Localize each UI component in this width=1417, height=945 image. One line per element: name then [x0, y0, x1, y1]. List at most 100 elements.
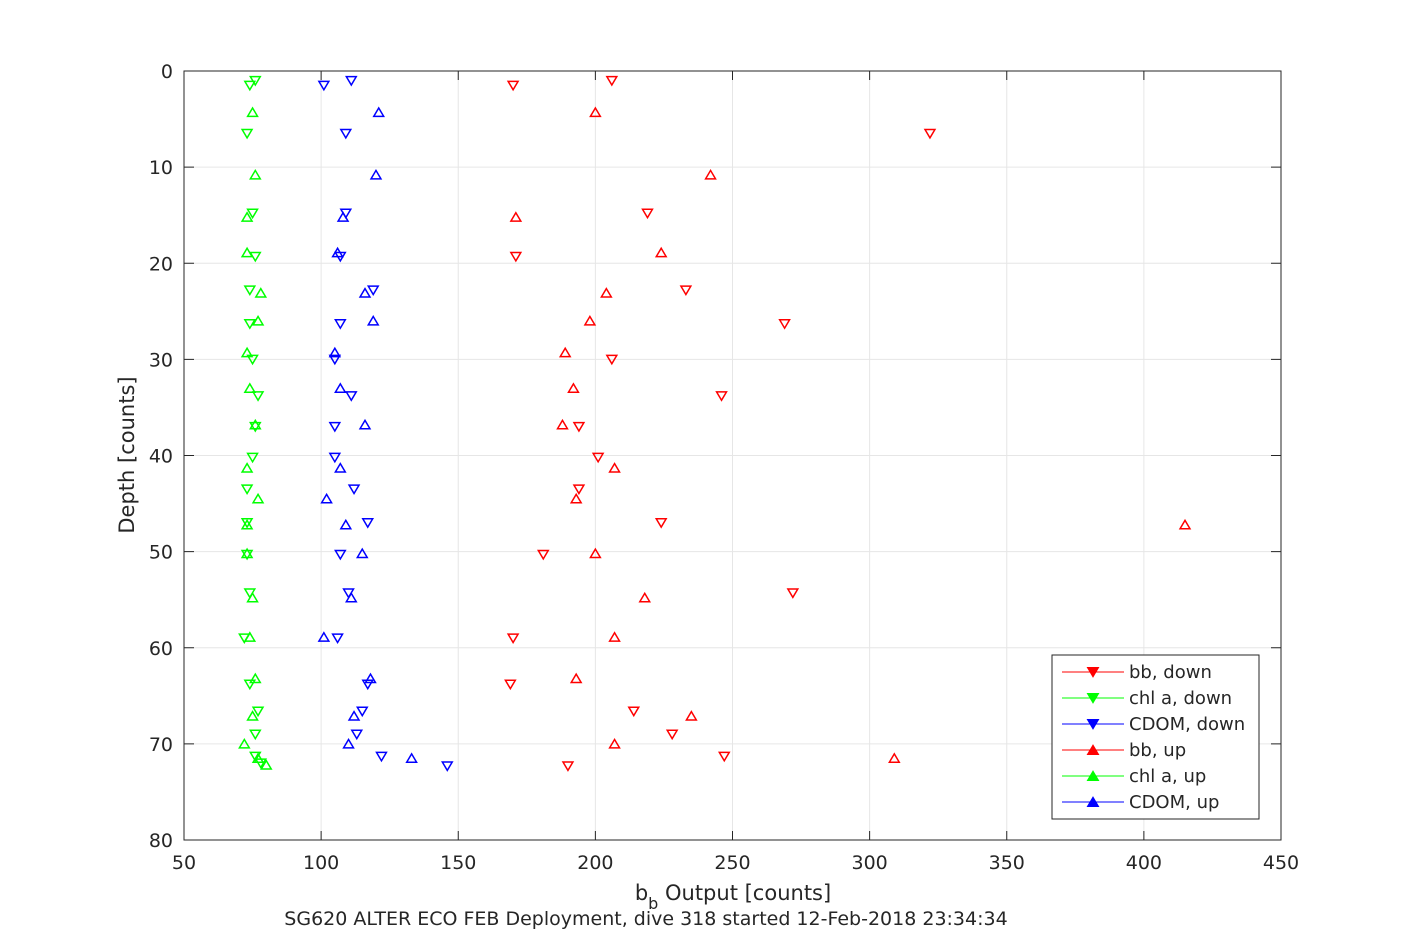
- data-point: [685, 710, 698, 721]
- data-point: [320, 492, 333, 504]
- data-point: [339, 518, 353, 530]
- data-point: [339, 128, 353, 140]
- data-point: [331, 633, 344, 645]
- data-point: [506, 633, 520, 645]
- data-point: [361, 518, 375, 529]
- data-point: [641, 208, 654, 220]
- data-point: [243, 285, 257, 297]
- data-point: [786, 588, 800, 599]
- legend-item: CDOM, down: [1062, 714, 1245, 735]
- data-point: [238, 737, 251, 749]
- data-point: [334, 549, 347, 561]
- data-point: [361, 679, 375, 691]
- y-tick-label: 20: [149, 253, 173, 275]
- data-point: [665, 729, 679, 741]
- data-point: [583, 315, 597, 326]
- series-2: [317, 75, 454, 772]
- data-point: [600, 287, 613, 298]
- x-tick-label: 50: [172, 852, 196, 874]
- data-point: [509, 211, 523, 222]
- data-point: [240, 246, 254, 258]
- data-point: [355, 706, 369, 718]
- data-point: [605, 354, 619, 366]
- data-point: [243, 319, 257, 330]
- legend-item: bb, down: [1062, 662, 1212, 683]
- data-point: [608, 462, 621, 473]
- data-point: [249, 672, 262, 684]
- ticks: 50 100 150 200 250 300 350 400 450 0 10 20 30 40 50 60 7…: [149, 61, 1299, 874]
- data-point: [243, 80, 257, 92]
- data-point: [627, 706, 641, 718]
- data-point: [251, 315, 265, 326]
- data-point: [254, 287, 268, 298]
- data-point: [240, 211, 254, 222]
- data-point: [334, 319, 347, 330]
- data-point: [249, 751, 262, 763]
- series-5: [317, 106, 418, 764]
- data-point: [336, 211, 350, 222]
- data-point: [358, 287, 372, 298]
- data-point: [605, 75, 619, 87]
- data-point: [331, 246, 344, 258]
- data-point: [345, 75, 358, 87]
- legend-label: CDOM, up: [1129, 792, 1219, 813]
- legend-item: chl a, down: [1062, 688, 1232, 709]
- x-tick-label: 450: [1263, 852, 1299, 874]
- data-point: [342, 737, 355, 749]
- y-tick-label: 10: [149, 157, 173, 179]
- data-point: [704, 168, 717, 180]
- data-point: [717, 751, 731, 763]
- data-point: [251, 706, 265, 718]
- data-point: [366, 285, 380, 297]
- data-point: [536, 549, 550, 561]
- data-point: [654, 518, 668, 529]
- data-point: [572, 421, 586, 433]
- x-tick-label: 200: [577, 852, 613, 874]
- x-tick-label: 150: [440, 852, 476, 874]
- data-point: [328, 421, 342, 433]
- data-point: [572, 484, 586, 496]
- data-point: [249, 168, 262, 180]
- y-tick-label: 30: [149, 349, 173, 371]
- data-point: [504, 679, 517, 691]
- x-axis-label-subscript: b: [648, 894, 658, 913]
- data-point: [328, 354, 342, 366]
- data-point: [240, 484, 254, 496]
- data-point: [240, 547, 254, 559]
- data-point: [243, 679, 257, 691]
- y-axis-label: Depth [counts]: [115, 376, 139, 533]
- data-point: [251, 492, 265, 504]
- data-point: [251, 752, 265, 764]
- data-point: [778, 319, 791, 330]
- legend-marker: [1086, 719, 1100, 730]
- y-tick-label: 50: [149, 542, 173, 564]
- data-point: [240, 462, 254, 473]
- data-point: [240, 128, 254, 140]
- data-point: [1178, 518, 1192, 530]
- data-point: [347, 484, 361, 496]
- data-point: [243, 631, 257, 642]
- data-point: [246, 208, 259, 220]
- series-4: [238, 106, 273, 770]
- data-point: [567, 382, 580, 393]
- y-tick-label: 80: [149, 830, 173, 852]
- data-point: [249, 418, 262, 430]
- data-point: [561, 761, 575, 772]
- data-point: [608, 631, 621, 642]
- data-point: [364, 672, 377, 684]
- data-point: [251, 391, 265, 402]
- data-point: [638, 591, 652, 603]
- data-point: [249, 421, 262, 433]
- data-point: [249, 729, 262, 741]
- data-point: [328, 346, 342, 358]
- x-tick-label: 300: [851, 852, 887, 874]
- data-point: [369, 168, 383, 180]
- data-point: [347, 710, 361, 721]
- x-tick-label: 350: [989, 852, 1025, 874]
- data-point: [345, 591, 358, 603]
- data-point: [334, 382, 347, 393]
- data-point: [358, 418, 372, 430]
- data-point: [334, 462, 347, 473]
- legend-marker: [1086, 744, 1100, 755]
